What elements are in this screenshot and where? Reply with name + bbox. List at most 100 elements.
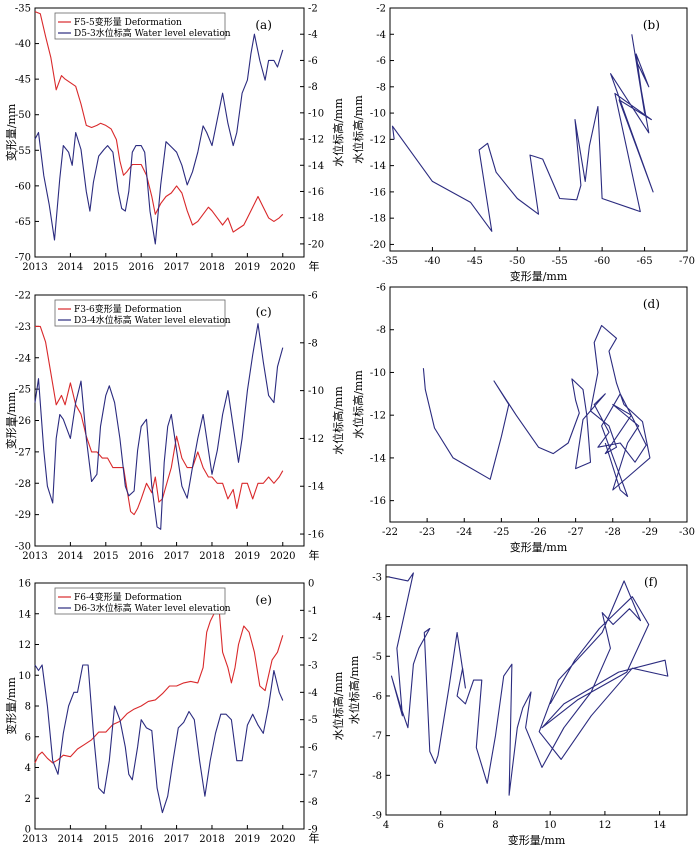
x-tick-label: 2020 (270, 834, 295, 845)
series-line-deformation (35, 325, 284, 516)
x-tick-label: -23 (419, 527, 435, 538)
x-tick-label: 2015 (93, 551, 118, 562)
y-tick-label: -70 (15, 253, 31, 264)
y2-tick-label: -3 (308, 661, 318, 672)
legend-entry: D6-3水位标高 Water level elevation (74, 602, 231, 614)
x-tick-label: 6 (438, 820, 444, 831)
y-tick-label: -4 (372, 612, 382, 623)
series-line-water-level (34, 664, 284, 814)
y2-tick-label: -5 (308, 715, 318, 726)
x-tick-label: -30 (679, 527, 695, 538)
plot-frame (385, 564, 688, 816)
legend-entry: F5-5变形量 Deformation (74, 16, 182, 28)
y-tick-label: -8 (372, 771, 382, 782)
y-axis-label: 水位标高/mm (347, 655, 361, 724)
x-tick-label: -50 (509, 256, 525, 267)
y2-tick-label: -10 (308, 386, 324, 397)
x-tick-label: 8 (492, 820, 498, 831)
y-tick-label: -6 (376, 56, 386, 67)
y2-tick-label: -6 (308, 291, 318, 302)
y-tick-label: -35 (15, 4, 31, 15)
y-tick-label: -27 (15, 447, 31, 458)
chart-panel-b: -35 -40 -45 -50 -55 -60 -65 -70 变形量/mm -20 -18 -16 -… (351, 4, 695, 284)
x-tick-label: 2019 (235, 262, 260, 273)
y-tick-label: -28 (15, 479, 31, 490)
y-axis-label: 变形量/mm (4, 391, 18, 449)
x-tick-label: 2014 (58, 551, 83, 562)
x-tick-label: 2020 (270, 551, 295, 562)
y2-tick-label: -8 (308, 82, 318, 93)
y-tick-label: -20 (370, 240, 386, 251)
x-tick-label: -55 (552, 256, 568, 267)
x-tick-label: 2017 (164, 834, 189, 845)
series-line-water-vs-deformation (391, 34, 654, 232)
y-tick-label: -40 (15, 39, 31, 50)
x-tick-label: 2016 (128, 834, 153, 845)
y-tick-label: -2 (376, 4, 386, 15)
x-tick-label: 2014 (58, 834, 83, 845)
y2-tick-label: -20 (308, 239, 324, 250)
y-tick-label: -50 (15, 110, 31, 121)
x-tick-label: -45 (467, 256, 483, 267)
x-axis-unit: 年 (309, 548, 320, 562)
x-axis-unit: 年 (309, 831, 320, 845)
y2-tick-label: -8 (308, 797, 318, 808)
legend-entry: D5-3水位标高 Water level elevation (74, 27, 231, 39)
y-tick-label: 0 (25, 825, 31, 836)
legend-box (54, 587, 226, 615)
x-tick-label: 2019 (235, 834, 260, 845)
y-tick-label: -9 (372, 811, 382, 822)
y-tick-label: -30 (15, 542, 31, 553)
chart-panel-a: 2013 2014 2015 2016 2017 2018 2019 2020 年 -70 -65 -… (4, 4, 345, 274)
x-tick-label: 2013 (22, 834, 47, 845)
y-axis-label: 水位标高/mm (351, 95, 365, 164)
x-tick-label: 2015 (93, 262, 118, 273)
x-tick-label: 2017 (164, 551, 189, 562)
y-tick-label: -7 (372, 731, 382, 742)
panel-tag: (c) (256, 305, 272, 319)
y2-tick-label: 0 (308, 579, 314, 590)
y-tick-label: 4 (25, 763, 31, 774)
y2-tick-label: -9 (308, 825, 318, 836)
x-tick-label: 2020 (270, 262, 295, 273)
x-tick-label: -29 (642, 527, 658, 538)
panel-tag: (d) (643, 297, 660, 311)
y2-tick-label: -12 (308, 135, 324, 146)
y2-tick-label: -18 (308, 213, 324, 224)
x-tick-label: 2019 (235, 551, 260, 562)
y-tick-label: -6 (376, 283, 386, 294)
y2-tick-label: -4 (308, 30, 318, 41)
x-tick-label: 12 (599, 820, 612, 831)
x-tick-label: -25 (493, 527, 509, 538)
y2-tick-label: -4 (308, 688, 318, 699)
chart-panel-e: 2013 2014 2015 2016 2017 2018 2019 2020 年 0 2 4 6 8 10… (4, 579, 345, 845)
panel-tag: (a) (255, 18, 272, 32)
series-line-water-level (34, 323, 284, 530)
y-tick-label: 16 (18, 579, 31, 590)
x-tick-label: 2018 (199, 262, 224, 273)
y-tick-label: -26 (15, 416, 31, 427)
x-tick-label: -22 (382, 527, 398, 538)
series-line-water-vs-deformation (388, 572, 669, 796)
panel-tag: (f) (644, 575, 658, 589)
legend-box (54, 12, 226, 40)
y-tick-label: -16 (370, 496, 386, 507)
x-tick-label: 2018 (199, 834, 224, 845)
y2-tick-label: -12 (308, 434, 324, 445)
y-tick-label: 6 (25, 732, 31, 743)
y2-tick-label: -6 (308, 743, 318, 754)
x-axis-label: 变形量/mm (508, 833, 566, 845)
chart-panel-d: -22 -23 -24 -25 -26 -27 -28 -29 -30 变形量/mm -16 -14 -… (351, 283, 695, 555)
x-tick-label: 10 (544, 820, 557, 831)
x-tick-label: -26 (530, 527, 546, 538)
x-tick-label: -60 (594, 256, 610, 267)
series-line-deformation (34, 608, 284, 764)
y2-tick-label: -7 (308, 770, 318, 781)
chart-panel-c: 2013 2014 2015 2016 2017 2018 2019 2020 年 -30 -29 -… (4, 291, 345, 563)
x-axis-label: 变形量/mm (510, 540, 568, 554)
y-tick-label: -55 (15, 146, 31, 157)
plot-frame (34, 7, 305, 258)
